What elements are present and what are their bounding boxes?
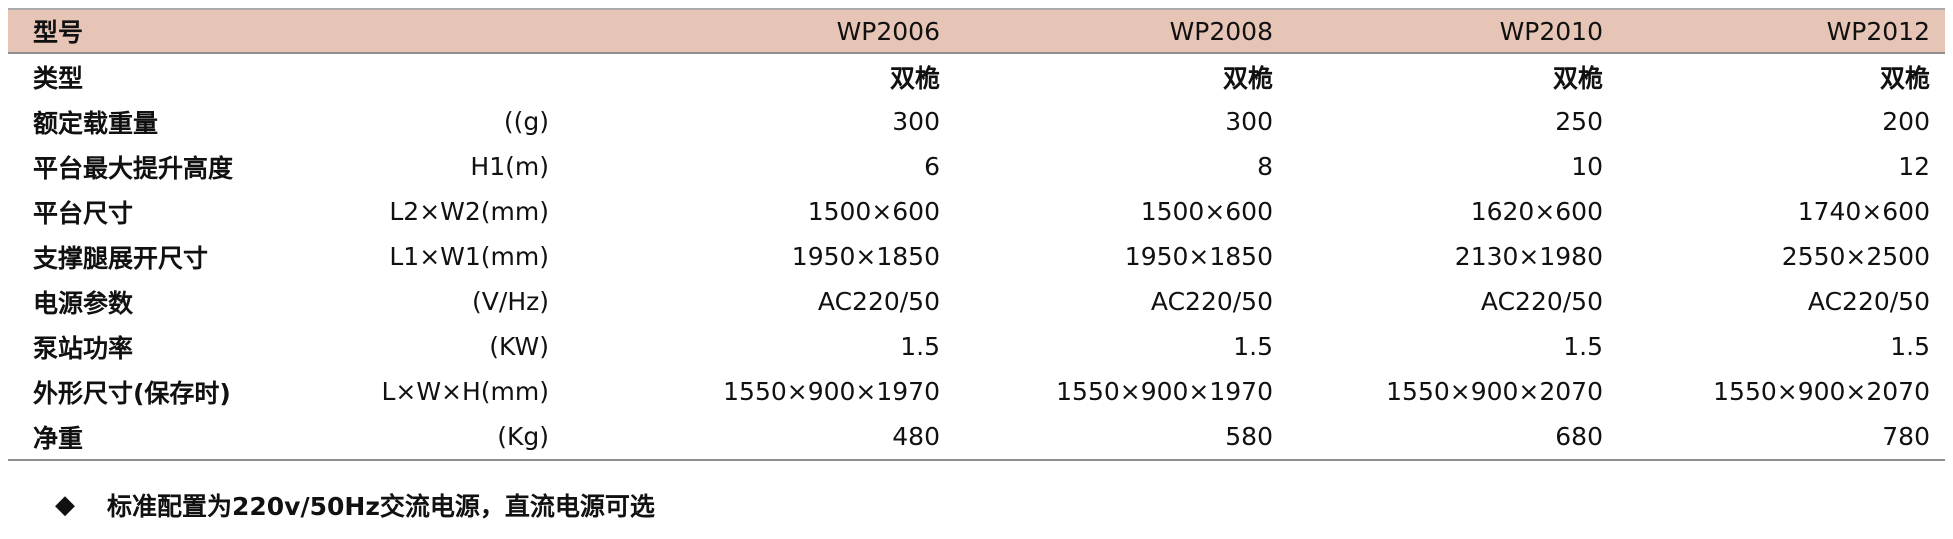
row-value-wp2012: 780 (1882, 422, 1930, 451)
row-label: 额定载重量 (33, 108, 159, 138)
row-unit: (KW) (489, 332, 549, 361)
row-value-wp2006: 300 (892, 107, 940, 136)
row-value-wp2010: 双桅 (1552, 63, 1603, 93)
row-unit: L1×W1(mm) (389, 242, 549, 271)
row-label: 外形尺寸(保存时) (33, 378, 231, 408)
table-row: 平台尺寸 L2×W2(mm) 1500×600 1500×600 1620×60… (8, 189, 1945, 234)
row-value-wp2006: 1.5 (900, 332, 940, 361)
row-value-wp2012: 1550×900×2070 (1713, 377, 1930, 406)
row-value-wp2010: 2130×1980 (1454, 242, 1603, 271)
spec-table-header: 型号 WP2006 WP2008 WP2010 WP2012 (8, 9, 1945, 54)
row-unit: (Kg) (497, 422, 549, 451)
row-label: 电源参数 (33, 288, 134, 318)
table-row: 泵站功率 (KW) 1.5 1.5 1.5 1.5 (8, 324, 1945, 369)
row-unit: L×W×H(mm) (381, 377, 549, 406)
row-value-wp2010: 250 (1555, 107, 1603, 136)
row-value-wp2006: 1550×900×1970 (723, 377, 940, 406)
row-unit: ((g) (503, 107, 549, 136)
row-value-wp2012: 12 (1898, 152, 1930, 181)
row-label: 泵站功率 (33, 333, 134, 363)
row-unit: L2×W2(mm) (389, 197, 549, 226)
row-unit: (V/Hz) (472, 287, 549, 316)
header-model-wp2008: WP2008 (940, 9, 1273, 54)
row-label: 净重 (33, 423, 84, 453)
table-row: 类型 双桅 双桅 双桅 双桅 (8, 53, 1945, 99)
row-value-wp2010: 10 (1571, 152, 1603, 181)
table-row: 平台最大提升高度 H1(m) 6 8 10 12 (8, 144, 1945, 189)
row-value-wp2012: 200 (1882, 107, 1930, 136)
row-value-wp2008: 1950×1850 (1124, 242, 1273, 271)
diamond-bullet-icon: ◆ (55, 490, 75, 520)
spec-table: 型号 WP2006 WP2008 WP2010 WP2012 类型 双桅 双桅 … (8, 8, 1945, 461)
row-value-wp2008: 双桅 (1222, 63, 1273, 93)
spec-sheet: 型号 WP2006 WP2008 WP2010 WP2012 类型 双桅 双桅 … (8, 8, 1945, 523)
header-model-wp2006: WP2006 (551, 9, 940, 54)
row-value-wp2010: 1.5 (1563, 332, 1603, 361)
table-row: 净重 (Kg) 480 580 680 780 (8, 414, 1945, 460)
row-value-wp2008: 1500×600 (1140, 197, 1273, 226)
header-model-wp2012: WP2012 (1603, 9, 1945, 54)
footnote-text: 标准配置为220v/50Hz交流电源，直流电源可选 (107, 492, 655, 521)
row-value-wp2006: 1950×1850 (791, 242, 940, 271)
row-value-wp2010: 1550×900×2070 (1386, 377, 1603, 406)
row-value-wp2008: 580 (1225, 422, 1273, 451)
row-value-wp2010: 680 (1555, 422, 1603, 451)
header-model-label: 型号 (8, 9, 360, 54)
table-row: 支撑腿展开尺寸 L1×W1(mm) 1950×1850 1950×1850 21… (8, 234, 1945, 279)
row-value-wp2006: AC220/50 (817, 287, 940, 316)
row-value-wp2006: 6 (924, 152, 940, 181)
footnote: ◆ 标准配置为220v/50Hz交流电源，直流电源可选 (55, 487, 1945, 523)
table-row: 额定载重量 ((g) 300 300 250 200 (8, 99, 1945, 144)
row-label: 平台最大提升高度 (33, 153, 234, 183)
row-unit: H1(m) (470, 152, 549, 181)
row-label: 支撑腿展开尺寸 (33, 243, 209, 273)
header-unit-spacer (360, 9, 551, 54)
row-label: 类型 (33, 63, 84, 93)
row-unit (360, 53, 551, 99)
row-value-wp2012: 2550×2500 (1781, 242, 1930, 271)
row-value-wp2006: 双桅 (889, 63, 940, 93)
table-row: 外形尺寸(保存时) L×W×H(mm) 1550×900×1970 1550×9… (8, 369, 1945, 414)
row-value-wp2010: AC220/50 (1480, 287, 1603, 316)
row-value-wp2012: 双桅 (1879, 63, 1930, 93)
row-value-wp2008: 1550×900×1970 (1056, 377, 1273, 406)
row-value-wp2006: 480 (892, 422, 940, 451)
header-model-wp2010: WP2010 (1273, 9, 1603, 54)
table-row: 电源参数 (V/Hz) AC220/50 AC220/50 AC220/50 A… (8, 279, 1945, 324)
row-value-wp2008: 1.5 (1233, 332, 1273, 361)
row-value-wp2012: AC220/50 (1807, 287, 1930, 316)
row-value-wp2008: 8 (1257, 152, 1273, 181)
row-label: 平台尺寸 (33, 198, 134, 228)
row-value-wp2008: 300 (1225, 107, 1273, 136)
header-row: 型号 WP2006 WP2008 WP2010 WP2012 (8, 9, 1945, 54)
row-value-wp2012: 1740×600 (1797, 197, 1930, 226)
row-value-wp2010: 1620×600 (1470, 197, 1603, 226)
row-value-wp2008: AC220/50 (1150, 287, 1273, 316)
row-value-wp2006: 1500×600 (807, 197, 940, 226)
row-value-wp2012: 1.5 (1890, 332, 1930, 361)
spec-table-body: 类型 双桅 双桅 双桅 双桅 额定载重量 ((g) 300 300 250 20… (8, 53, 1945, 460)
